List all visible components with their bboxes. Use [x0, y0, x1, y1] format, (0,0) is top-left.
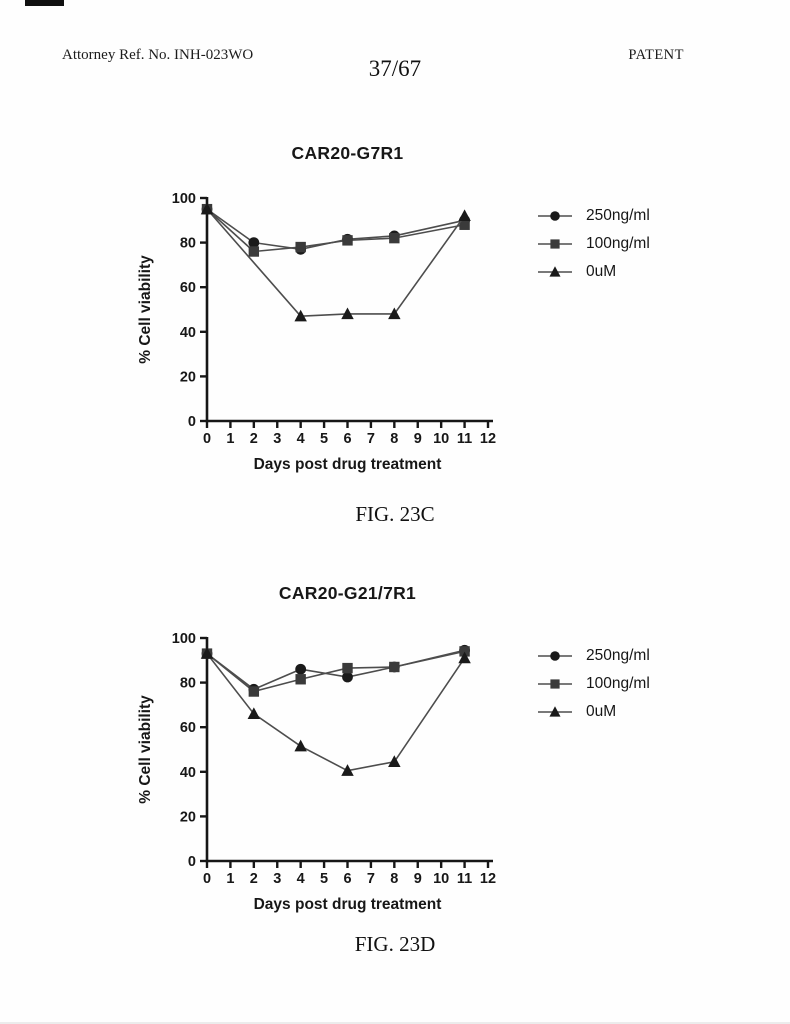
circle-marker-icon — [538, 651, 572, 661]
svg-text:60: 60 — [180, 280, 196, 296]
square-marker-icon — [538, 239, 572, 249]
chart-title: CAR20-G21/7R1 — [278, 583, 417, 603]
legend: 250ng/ml 100ng/ml 0uM — [537, 202, 650, 286]
circle-marker-icon — [538, 211, 572, 221]
svg-text:6: 6 — [343, 871, 351, 887]
svg-text:3: 3 — [273, 431, 281, 447]
svg-text:8: 8 — [390, 871, 398, 887]
attorney-ref: Attorney Ref. No. INH-023WO — [62, 47, 254, 63]
svg-text:60: 60 — [180, 720, 196, 736]
svg-text:3: 3 — [273, 871, 281, 887]
legend-item: 0uM — [537, 698, 650, 726]
svg-text:4: 4 — [297, 431, 305, 447]
svg-text:2: 2 — [250, 871, 258, 887]
svg-text:5: 5 — [320, 871, 328, 887]
legend-label: 100ng/ml — [586, 675, 650, 693]
figure-caption: FIG. 23C — [355, 502, 435, 526]
svg-text:0: 0 — [188, 854, 196, 870]
legend-label: 0uM — [586, 263, 617, 281]
figure-23c: CAR20-G7R1 0 20 40 60 80 100 0 1 2 3 4 5 6 7 8 9 10 11 12 D… — [0, 140, 790, 560]
sheet-number: 37/67 — [368, 56, 422, 81]
svg-text:Days post drug treatment: Days post drug treatment — [254, 456, 442, 473]
figure-23d: CAR20-G21/7R1 0 20 40 60 80 100 0 1 2 3 4 5 6 7 8 9 10 11… — [0, 580, 790, 1000]
svg-text:80: 80 — [180, 236, 196, 252]
svg-text:6: 6 — [343, 431, 351, 447]
svg-text:5: 5 — [320, 431, 328, 447]
svg-text:1: 1 — [226, 871, 234, 887]
triangle-marker-icon — [538, 266, 572, 277]
svg-text:4: 4 — [297, 871, 305, 887]
legend-label: 0uM — [586, 703, 617, 721]
svg-text:0: 0 — [203, 431, 211, 447]
legend-label: 250ng/ml — [586, 647, 650, 665]
svg-text:40: 40 — [180, 765, 196, 781]
svg-text:7: 7 — [367, 871, 375, 887]
legend: 250ng/ml 100ng/ml 0uM — [537, 642, 650, 726]
svg-text:10: 10 — [433, 431, 449, 447]
legend-item: 100ng/ml — [537, 230, 650, 258]
svg-text:7: 7 — [367, 431, 375, 447]
svg-text:2: 2 — [250, 431, 258, 447]
legend-item: 100ng/ml — [537, 670, 650, 698]
patent-label: PATENT — [628, 47, 684, 63]
legend-item: 250ng/ml — [537, 642, 650, 670]
svg-text:10: 10 — [433, 871, 449, 887]
svg-text:11: 11 — [457, 431, 472, 447]
svg-text:0: 0 — [203, 871, 211, 887]
figure-caption: FIG. 23D — [354, 932, 436, 956]
svg-text:20: 20 — [180, 809, 196, 825]
svg-text:1: 1 — [226, 431, 234, 447]
svg-text:100: 100 — [172, 191, 196, 207]
svg-text:11: 11 — [457, 871, 472, 887]
svg-text:% Cell viability: % Cell viability — [137, 255, 154, 364]
svg-text:0: 0 — [188, 414, 196, 430]
svg-text:Days post drug treatment: Days post drug treatment — [254, 896, 442, 913]
triangle-marker-icon — [538, 706, 572, 717]
svg-text:40: 40 — [180, 325, 196, 341]
svg-text:100: 100 — [172, 631, 196, 647]
scan-artifact-mark — [25, 0, 64, 6]
svg-text:20: 20 — [180, 369, 196, 385]
legend-label: 100ng/ml — [586, 235, 650, 253]
legend-item: 250ng/ml — [537, 202, 650, 230]
svg-text:80: 80 — [180, 676, 196, 692]
svg-text:9: 9 — [414, 871, 422, 887]
svg-text:9: 9 — [414, 431, 422, 447]
chart-title: CAR20-G7R1 — [291, 143, 404, 163]
svg-text:12: 12 — [480, 431, 496, 447]
legend-item: 0uM — [537, 258, 650, 286]
svg-text:12: 12 — [480, 871, 496, 887]
square-marker-icon — [538, 679, 572, 689]
legend-label: 250ng/ml — [586, 207, 650, 225]
svg-text:% Cell viability: % Cell viability — [137, 695, 154, 804]
svg-text:8: 8 — [390, 431, 398, 447]
